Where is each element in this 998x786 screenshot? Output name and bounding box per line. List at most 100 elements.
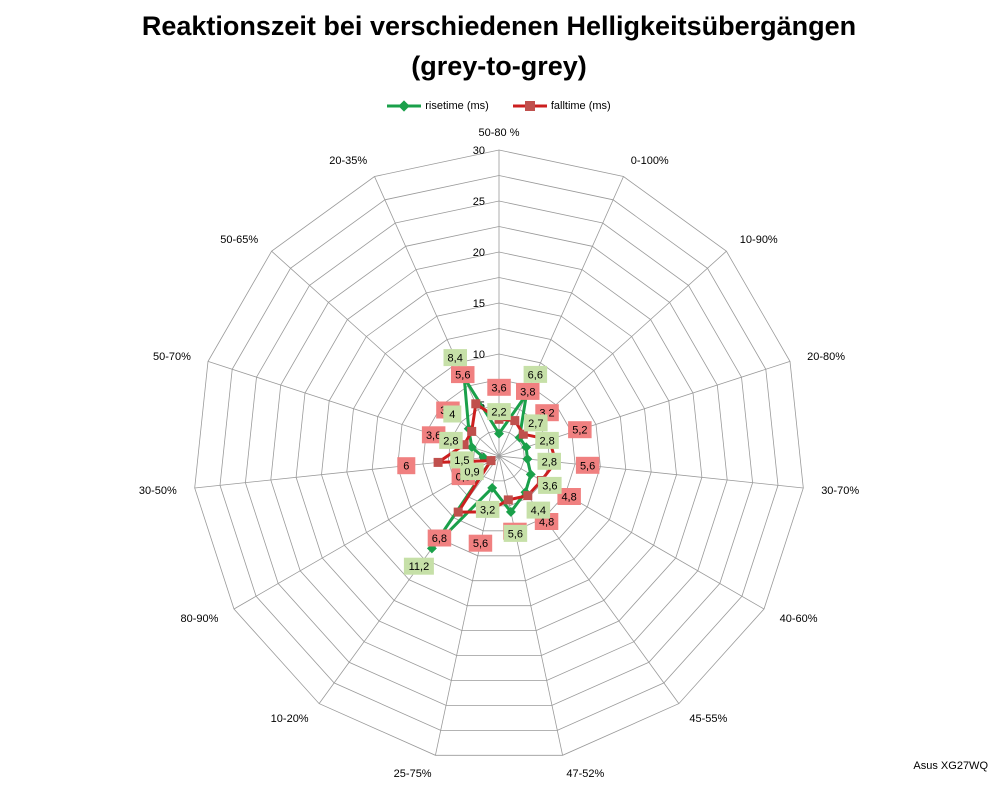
data-label: 3,6 [542,480,557,492]
series-point [471,399,481,409]
data-label: 5,6 [473,538,488,550]
grid-ring [422,379,576,532]
data-label: 8,4 [448,353,463,365]
grid-ring [244,200,754,706]
axis-tick-label: 25 [473,196,485,208]
data-label-bg [475,500,500,518]
series-point [494,428,504,439]
grid-ring [194,149,804,756]
category-label: 20-80% [807,351,845,363]
grid-ring [219,175,779,731]
data-label-bg [568,421,592,439]
category-label: 20-35% [329,155,367,167]
grid-spoke [498,455,563,756]
legend-item-falltime: falltime (ms) [512,100,611,112]
radar-grid [194,149,804,756]
chart-title-line: Reaktionszeit bei verschiedenen Helligke… [141,11,857,41]
data-label: 6,6 [528,369,543,381]
series-point [522,454,533,464]
data-label: 2,8 [539,435,554,447]
data-label-bg [439,431,463,449]
data-label-bg [524,414,548,432]
data-label: 4,8 [539,517,554,529]
data-label: 3,8 [520,386,535,398]
data-label-bg [575,456,600,474]
series-point [521,442,532,453]
data-label: 1,5 [454,455,469,467]
series-point [486,456,496,466]
data-label: 2,8 [443,435,458,447]
data-label-bg [403,557,434,575]
data-label: 6 [403,461,409,473]
data-label-bg [443,349,467,367]
data-label-bg [450,451,474,469]
grid-ring [473,430,525,482]
category-label: 10-20% [271,713,309,725]
category-label: 30-70% [821,485,859,497]
series-point [503,495,513,505]
category-label: 80-90% [180,613,218,625]
data-label-bg [397,457,416,475]
category-label: 50-65% [220,234,258,246]
category-label: 45-55% [689,713,727,725]
data-labels-risetime: 2,26,62,72,82,83,64,45,63,211,20,91,52,8… [403,349,562,575]
data-label: 5,6 [508,528,523,540]
data-label-bg [537,452,561,470]
data-label: 3,2 [480,504,495,516]
data-label: 0,9 [464,467,479,479]
data-label: 2,2 [491,407,506,419]
data-label-bg [443,405,462,423]
category-label: 0-100% [631,155,669,167]
data-label: 2,7 [528,418,543,430]
axis-tick-label: 30 [473,145,485,157]
category-label: 50-80 % [479,127,520,139]
data-label: 11,2 [409,561,430,573]
data-label: 3,6 [426,430,441,442]
axis-tick-label: 10 [473,349,485,361]
data-label: 4,8 [561,492,576,504]
axis-tick-label: 15 [473,298,485,310]
series-point [525,469,536,480]
data-label-bg [523,365,548,383]
category-label: 25-75% [394,768,432,780]
chart-subtitle: (grey-to-grey) [411,51,587,81]
series-point [459,440,469,450]
series-line [430,376,533,550]
data-label: 2,8 [542,456,557,468]
grid-ring [321,277,677,631]
series-point [433,457,443,467]
data-label: 5,6 [580,460,595,472]
category-label: 10-90% [740,234,778,246]
data-label: 5,2 [572,425,587,437]
data-label: 4 [449,409,455,421]
data-label: 4,4 [531,505,546,517]
legend-swatch-risetime [387,100,422,112]
grid-spoke [374,176,500,457]
grid-ring [270,226,728,681]
data-label-bg [526,501,551,519]
watermark: Asus XG27WQ [913,760,988,772]
data-label-bg [535,431,559,449]
category-label: 47-52% [566,768,604,780]
data-label-bg [487,378,511,396]
legend-label-risetime: risetime (ms) [425,100,489,112]
series-point [505,506,516,517]
data-label-bg [538,476,562,494]
data-label: 5,6 [455,370,470,382]
data-label-bg [503,524,528,542]
series-point [453,507,463,517]
data-label-bg [516,382,540,400]
data-label-bg [487,403,511,421]
data-label-bg [468,534,493,552]
data-labels-falltime: 3,63,83,25,25,64,84,84,45,66,80,963,63,6… [397,366,600,552]
series-point [467,426,477,436]
series-point [487,482,498,493]
grid-ring [371,328,627,582]
legend-swatch-falltime [512,101,547,111]
series-point [510,416,520,426]
grid-ring [397,353,601,557]
chart-legend: risetime (ms) falltime (ms) [0,100,998,112]
category-label: 40-60% [780,613,818,625]
legend-item-risetime: risetime (ms) [387,100,489,112]
legend-label-falltime: falltime (ms) [550,100,611,112]
